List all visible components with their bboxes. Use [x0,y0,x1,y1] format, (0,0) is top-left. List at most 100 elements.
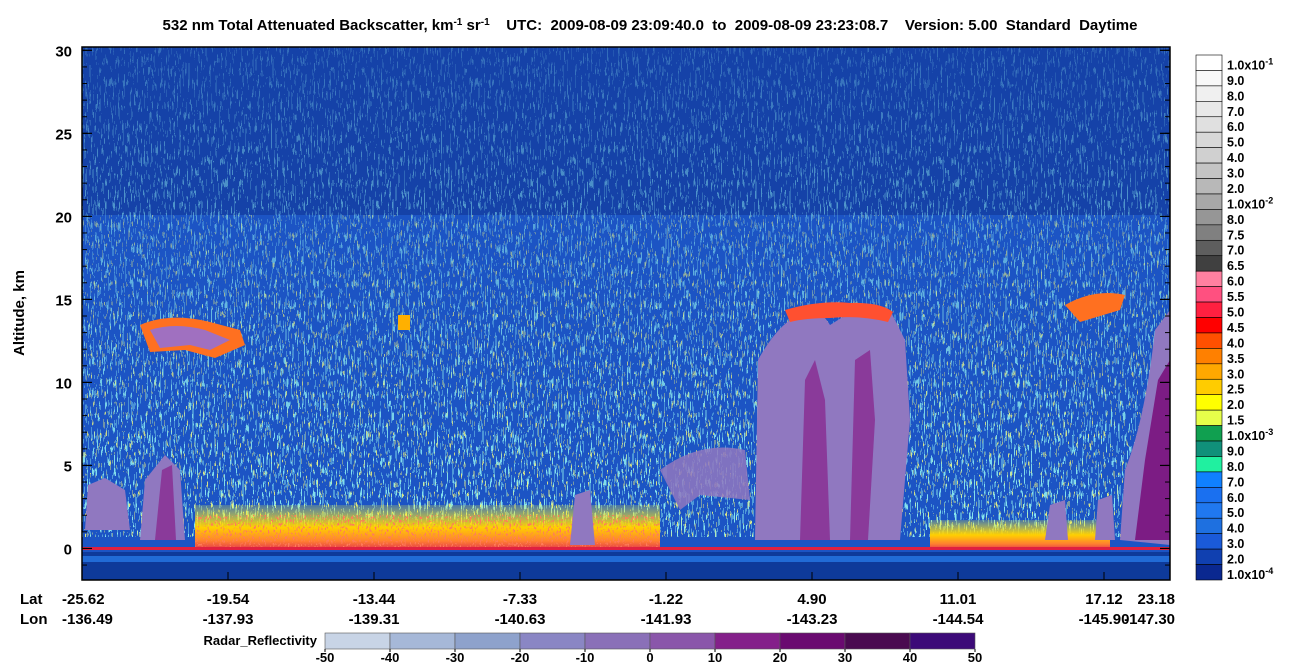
colorbar-swatch [1195,101,1223,118]
radar-swatch [909,632,976,650]
colorbar-label-text: 6.0 [1227,491,1244,505]
colorbar-label: 4.0 [1227,151,1244,165]
radar-swatch [519,632,586,650]
y-tick-label: 20 [55,209,72,226]
colorbar-label-text: 7.0 [1227,244,1244,258]
colorbar-swatch [1195,471,1223,488]
lon-tick-label: -140.63 [495,611,546,628]
colorbar-swatch [1195,487,1223,504]
colorbar-label-text: 8.0 [1227,460,1244,474]
colorbar-label: 4.5 [1227,321,1244,335]
colorbar-label-text: 1.0x10 [1227,568,1265,582]
colorbar-swatch [1195,255,1223,272]
colorbar-swatch [1195,394,1223,411]
colorbar-label: 6.0 [1227,120,1244,134]
lat-tick-label: -1.22 [649,591,683,608]
colorbar-label-text: 2.0 [1227,398,1244,412]
colorbar-label-text: 3.5 [1227,352,1244,366]
colorbar-label-text: 4.0 [1227,151,1244,165]
radar-swatch [324,632,391,650]
lat-tick-label: 17.12 [1085,591,1123,608]
colorbar-swatch [1195,209,1223,226]
colorbar-label-text: 4.5 [1227,321,1244,335]
colorbar-swatch [1195,193,1223,210]
colorbar-label: 7.0 [1227,244,1244,258]
lon-label: Lon [20,611,48,628]
colorbar-swatch [1195,239,1223,257]
colorbar-swatch [1195,178,1223,195]
colorbar-label: 1.0x10-2 [1227,195,1273,211]
colorbar-label-text: 6.5 [1227,259,1244,273]
plot-frame [81,46,1171,581]
colorbar-label-text: 6.0 [1227,120,1244,134]
colorbar-label-text: 3.0 [1227,537,1244,551]
colorbar-label-text: 9.0 [1227,74,1244,88]
colorbar-swatch [1195,162,1223,179]
radar-tick-label: 10 [708,650,722,665]
lon-tick-label: -136.49 [62,611,113,628]
colorbar-swatch [1195,301,1223,318]
radar-swatch [649,632,716,650]
colorbar-label: 5.5 [1227,290,1244,304]
lat-tick-label: 4.90 [797,591,826,608]
colorbar-label: 9.0 [1227,444,1244,458]
colorbar-label-text: 5.0 [1227,306,1244,320]
y-tick-label: 10 [55,375,72,392]
radar-tick-label: -50 [316,650,335,665]
colorbar-swatch [1195,409,1223,426]
colorbar-label: 8.0 [1227,89,1244,103]
radar-swatch [584,632,651,650]
colorbar-swatch [1195,317,1223,334]
colorbar-label: 2.0 [1227,398,1244,412]
y-tick-label: 0 [64,541,72,558]
colorbar-label-text: 5.5 [1227,290,1244,304]
colorbar-label-text: 2.0 [1227,553,1244,567]
y-tick-label: 25 [55,126,72,143]
colorbar-label: 5.0 [1227,136,1244,150]
lat-tick-label: -19.54 [207,591,250,608]
colorbar-label: 4.0 [1227,336,1244,350]
colorbar-label: 6.0 [1227,275,1244,289]
colorbar-label-text: 9.0 [1227,444,1244,458]
colorbar-label: 3.5 [1227,352,1244,366]
lat-tick-label: 11.01 [940,591,977,608]
colorbar-label-text: 2.5 [1227,383,1244,397]
lat-tick-label: 23.18 [1137,591,1175,608]
colorbar-label: 2.0 [1227,182,1244,196]
colorbar-swatch [1195,116,1223,133]
colorbar-label: 7.0 [1227,475,1244,489]
title-part: 532 nm Total Attenuated Backscatter, km [163,17,454,34]
colorbar-label: 1.0x10-1 [1227,56,1273,72]
colorbar-label-exponent: -3 [1265,427,1273,437]
colorbar-label: 3.0 [1227,367,1244,381]
colorbar-label-text: 7.5 [1227,228,1244,242]
radar-tick-label: 40 [903,650,917,665]
colorbar-label: 3.0 [1227,167,1244,181]
colorbar-label: 6.0 [1227,491,1244,505]
colorbar-label: 6.5 [1227,259,1244,273]
colorbar-label-text: 1.0x10 [1227,197,1265,211]
colorbar-label-text: 8.0 [1227,89,1244,103]
radar-tick-label: -10 [576,650,595,665]
colorbar-swatch [1195,131,1223,148]
colorbar-swatch [1195,70,1223,87]
y-tick-label: 30 [55,43,72,60]
colorbar-swatch [1195,270,1223,287]
colorbar-label: 5.0 [1227,506,1244,520]
colorbar-swatch [1195,548,1223,565]
y-tick-label: 5 [64,458,72,475]
colorbar-swatch [1195,286,1223,303]
radar-tick-label: -40 [381,650,400,665]
colorbar-swatch [1195,332,1223,349]
colorbar-label: 9.0 [1227,74,1244,88]
lon-tick-label: -141.93 [641,611,692,628]
colorbar-label-text: 4.0 [1227,336,1244,350]
colorbar-label: 1.0x10-4 [1227,566,1273,582]
title-part: sr [462,17,481,34]
colorbar-label: 2.0 [1227,553,1244,567]
radar-label: Radar_Reflectivity [204,633,318,648]
colorbar-label: 5.0 [1227,306,1244,320]
colorbar-label-text: 2.0 [1227,182,1244,196]
lat-tick-label: -25.62 [62,591,105,608]
